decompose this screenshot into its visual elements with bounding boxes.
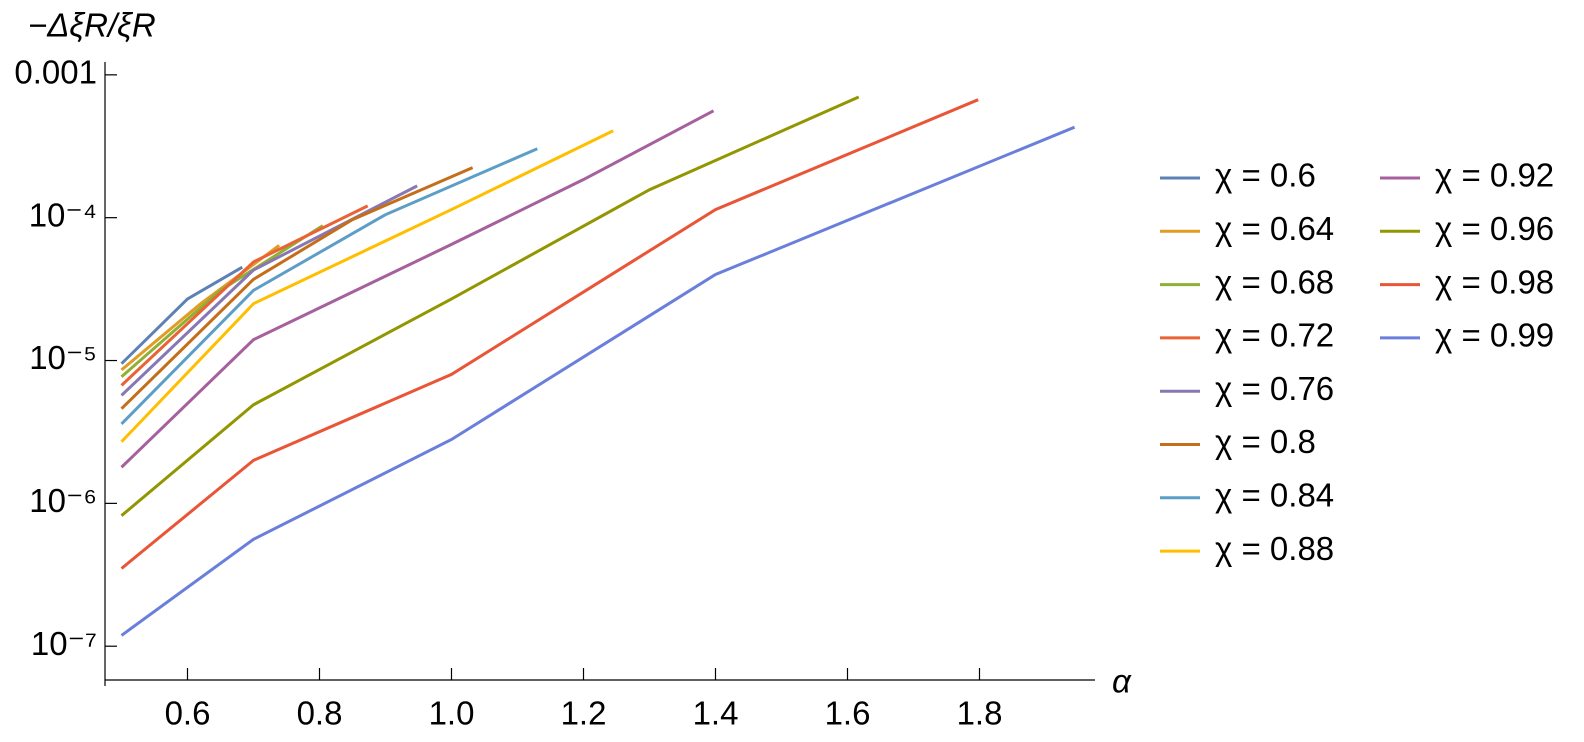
series-line: [120, 166, 474, 410]
series-line: [120, 98, 979, 570]
x-tick-label: 1.0: [429, 695, 475, 732]
series-line: [120, 224, 324, 378]
x-tick-label: 1.4: [693, 695, 739, 732]
y-axis-label: −ΔξR/ξR: [28, 7, 156, 44]
legend-label: χ = 0.64: [1215, 210, 1334, 247]
legend-label: χ = 0.8: [1215, 423, 1316, 460]
series-line: [120, 125, 1076, 637]
series-line: [120, 109, 715, 469]
series-line: [120, 265, 244, 365]
y-tick-label: 10⁻⁵: [29, 339, 97, 376]
x-axis-label: α: [1112, 663, 1132, 700]
series-line: [120, 95, 860, 517]
y-tick-label: 10⁻⁶: [29, 482, 97, 519]
legend-label: χ = 0.99: [1435, 317, 1554, 354]
x-tick-label: 0.8: [297, 695, 343, 732]
x-tick-label: 0.6: [165, 695, 211, 732]
y-tick-label: 10⁻⁷: [31, 625, 97, 662]
legend-label: χ = 0.6: [1215, 157, 1316, 194]
legend-label: χ = 0.76: [1215, 370, 1334, 407]
series-line: [120, 147, 538, 425]
legend-label: χ = 0.92: [1435, 157, 1554, 194]
legend-label: χ = 0.96: [1435, 210, 1554, 247]
series-line: [120, 204, 369, 387]
x-tick-label: 1.8: [957, 695, 1003, 732]
series-line: [120, 129, 614, 443]
series-line: [120, 244, 281, 372]
y-tick-label: 0.001: [14, 54, 97, 91]
legend-label: χ = 0.84: [1215, 477, 1334, 514]
legend-label: χ = 0.72: [1215, 317, 1334, 354]
legend-label: χ = 0.98: [1435, 263, 1554, 300]
legend-label: χ = 0.68: [1215, 263, 1334, 300]
x-tick-label: 1.6: [825, 695, 871, 732]
y-tick-label: 10⁻⁴: [29, 196, 97, 233]
legend-label: χ = 0.88: [1215, 530, 1334, 567]
x-tick-label: 1.2: [561, 695, 607, 732]
